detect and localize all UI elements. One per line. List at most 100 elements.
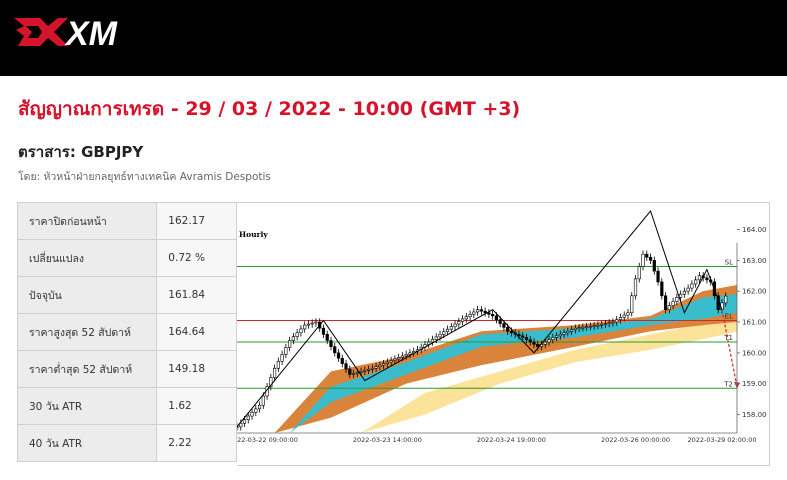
candle-body — [479, 309, 483, 312]
candle-body — [521, 335, 525, 338]
y-tick-label: 161.00 — [742, 319, 767, 327]
stat-value: 164.64 — [156, 313, 237, 351]
stat-value: 149.18 — [156, 350, 237, 388]
x-tick-label: 2022-03-22 09:00:00 — [237, 436, 298, 444]
level-label: T1 — [723, 334, 733, 342]
candle-body — [464, 316, 468, 320]
candle-body — [630, 295, 634, 314]
candle-body — [344, 363, 348, 370]
candle-body — [543, 341, 547, 345]
candle-body — [536, 344, 540, 347]
candle-body — [622, 314, 626, 318]
candle-body — [340, 357, 344, 364]
candle-body — [558, 334, 562, 337]
candle-body — [272, 367, 277, 378]
band-inner — [289, 294, 737, 433]
candle-body — [641, 253, 645, 267]
candle-body — [671, 301, 675, 306]
candle-body — [412, 350, 416, 354]
level-label: EL — [725, 312, 733, 320]
candle-body — [276, 361, 280, 369]
candle-body — [554, 335, 559, 338]
candle-body — [532, 341, 536, 345]
candle-body — [528, 339, 532, 343]
chart-title: Hourly — [239, 230, 268, 239]
candle-body — [329, 340, 333, 347]
stat-label: ปัจจุบัน — [16, 276, 158, 314]
candle-body — [378, 364, 382, 368]
candle-body — [494, 315, 498, 320]
candle-body — [483, 310, 487, 314]
stat-value: 162.17 — [156, 202, 237, 240]
candle-body — [397, 357, 401, 360]
candle-body — [434, 336, 438, 340]
candle-body — [468, 313, 472, 317]
candle-body — [237, 426, 239, 429]
candle-body — [502, 323, 506, 328]
candle-body — [592, 325, 596, 327]
level-label: SL — [725, 259, 733, 267]
candle-body — [498, 319, 502, 324]
candle-body — [445, 328, 450, 333]
candle-body — [385, 361, 389, 364]
y-tick-label: 159.00 — [742, 380, 767, 388]
y-tick-label: 164.00 — [742, 226, 767, 234]
candle-body — [325, 334, 329, 341]
candle-body — [374, 366, 378, 369]
x-tick-label: 2022-03-26 00:00:00 — [601, 436, 670, 444]
candle-body — [686, 287, 690, 292]
candle-body — [615, 319, 619, 323]
candle-body — [603, 323, 608, 325]
candle-body — [506, 327, 510, 332]
candle-body — [573, 327, 577, 331]
candle-body — [618, 317, 623, 320]
candle-body — [449, 326, 453, 330]
candle-body — [355, 372, 359, 374]
candle-body — [336, 352, 341, 359]
candle-body — [408, 352, 412, 355]
candle-body — [585, 326, 589, 328]
candle-body — [547, 339, 551, 343]
candle-body — [611, 321, 615, 324]
y-tick-label: 163.00 — [742, 257, 767, 265]
candle-body — [269, 377, 273, 388]
candle-body — [626, 312, 630, 316]
stat-value: 2.22 — [156, 424, 237, 462]
candle-body — [663, 295, 668, 310]
xm-logo[interactable]: XM — [14, 14, 132, 50]
candle-body — [705, 277, 709, 281]
candle-body — [577, 327, 581, 329]
candle-body — [333, 346, 337, 354]
stat-label: ราคาปิดก่อนหน้า — [16, 202, 158, 240]
candle-body — [694, 279, 698, 285]
candle-body — [524, 337, 529, 341]
instrument-label: ตราสาร: GBPJPY — [18, 143, 144, 161]
candle-body — [359, 371, 363, 373]
price-chart[interactable]: SL EL T1 T2 164.00 163.00 162.00 161.00 160.00 15… — [237, 202, 770, 466]
candle-body — [581, 326, 585, 329]
candle-body — [442, 331, 446, 335]
stat-label: 30 วัน ATR — [16, 387, 158, 425]
candle-body — [697, 275, 702, 281]
candle-body — [389, 360, 393, 363]
candle-body — [284, 347, 288, 355]
x-tick-label: 2022-03-23 14:00:00 — [353, 436, 422, 444]
candle-body — [637, 266, 641, 280]
candle-body — [656, 270, 660, 283]
candle-body — [314, 321, 318, 324]
candle-body — [295, 332, 299, 337]
stat-row: ราคาปิดก่อนหน้า 162.17 — [16, 202, 237, 240]
stat-row: 30 วัน ATR 1.62 — [16, 387, 237, 425]
band-middle — [274, 285, 737, 433]
candle-body — [491, 313, 495, 317]
candle-body — [690, 283, 694, 289]
stat-label: ราคาต่ำสุด 52 สัปดาห์ — [16, 350, 158, 388]
candle-body — [370, 367, 374, 370]
candle-body — [348, 368, 352, 375]
candle-body — [303, 324, 307, 330]
brand-text: XM — [64, 15, 118, 50]
candle-body — [667, 305, 671, 310]
projection-arrow — [721, 309, 738, 387]
author-byline: โดย: หัวหน้าฝ่ายกลยุทธ์ทางเทคนิค Avramis… — [18, 171, 271, 183]
candle-body — [288, 340, 292, 348]
